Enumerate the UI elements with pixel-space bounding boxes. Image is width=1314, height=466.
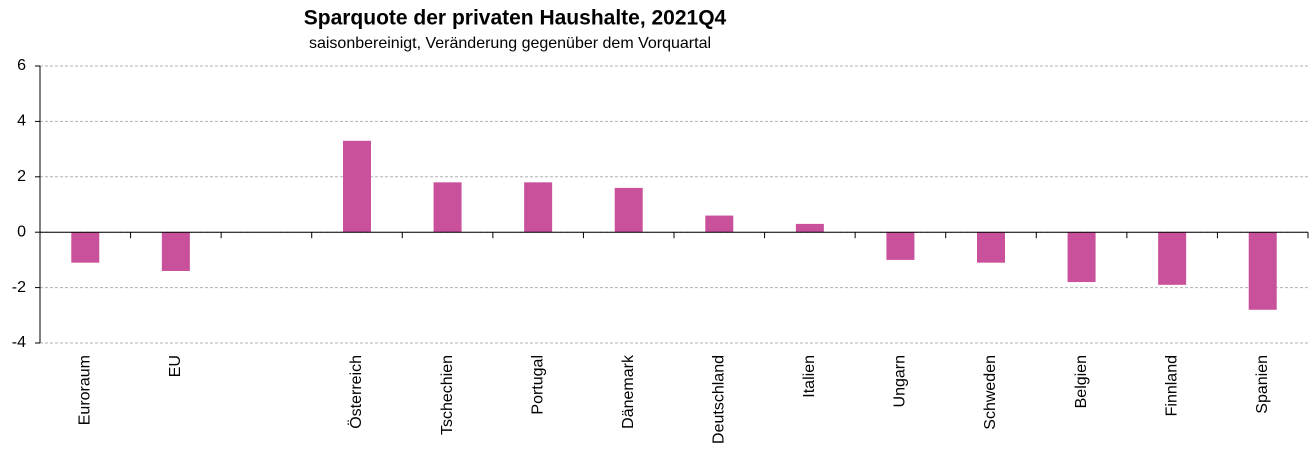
bar xyxy=(886,232,915,260)
x-tick-label: Spanien xyxy=(1254,355,1271,414)
bar xyxy=(433,182,462,233)
x-tick-label: Tschechien xyxy=(439,355,456,435)
x-tick-label: Finnland xyxy=(1163,355,1180,416)
bar xyxy=(1158,232,1187,285)
bar xyxy=(1067,232,1096,283)
bar xyxy=(1248,232,1277,310)
y-tick-label: 2 xyxy=(17,168,26,185)
y-tick-label: 4 xyxy=(17,113,26,130)
x-tick-label: Ungarn xyxy=(892,355,909,407)
chart-title: Sparquote der privaten Haushalte, 2021Q4 xyxy=(304,7,727,30)
y-tick-label: -4 xyxy=(12,334,26,351)
bar xyxy=(705,215,734,233)
bar xyxy=(614,187,643,233)
x-tick-label: Italien xyxy=(801,355,818,398)
x-tick-label: Euroraum xyxy=(77,355,94,425)
y-tick-label: -2 xyxy=(12,279,26,296)
chart-subtitle: saisonbereinigt, Veränderung gegenüber d… xyxy=(309,35,711,52)
x-tick-label: Portugal xyxy=(529,355,546,415)
bar xyxy=(161,232,190,271)
x-tick-label: EU xyxy=(167,355,184,377)
x-tick-label: Österreich xyxy=(347,355,365,429)
x-tick-label: Schweden xyxy=(982,355,999,430)
y-tick-label: 6 xyxy=(17,57,26,74)
bar xyxy=(343,140,371,233)
bar xyxy=(795,223,824,233)
bar xyxy=(71,232,100,263)
y-tick-label: 0 xyxy=(17,223,26,240)
bar xyxy=(524,182,553,233)
x-tick-label: Dänemark xyxy=(620,354,637,429)
x-tick-label: Belgien xyxy=(1073,355,1090,408)
bar xyxy=(977,232,1005,263)
x-tick-label: Deutschland xyxy=(711,355,728,444)
